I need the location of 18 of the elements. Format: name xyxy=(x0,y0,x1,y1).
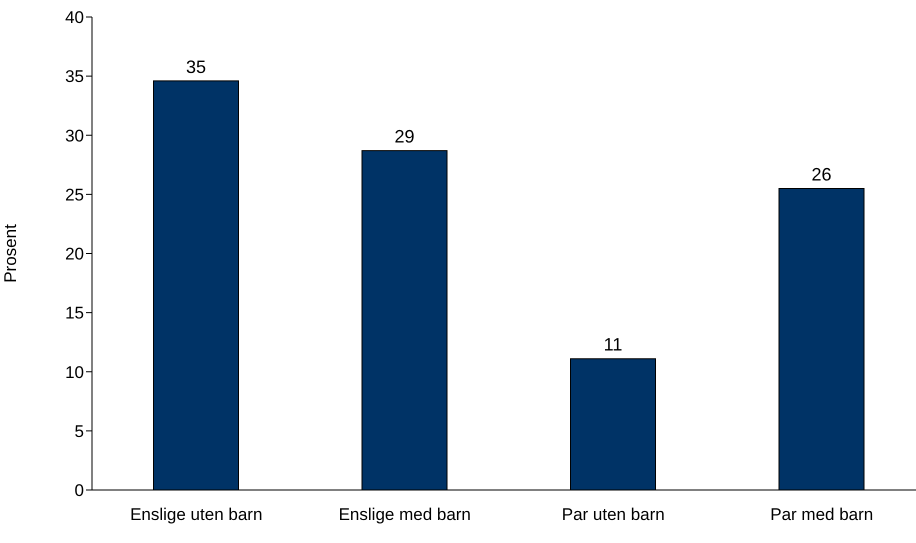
y-tick-label: 35 xyxy=(65,67,84,86)
y-tick-label: 40 xyxy=(65,8,84,28)
y-tick-label: 15 xyxy=(65,304,84,323)
x-tick-label: Par med barn xyxy=(770,505,874,524)
data-label: 35 xyxy=(186,56,206,77)
data-label: 29 xyxy=(394,126,415,147)
data-label: 11 xyxy=(604,334,622,355)
y-tick-label: 5 xyxy=(74,422,84,441)
y-tick-label: 25 xyxy=(65,185,84,204)
y-axis-title: Prosent xyxy=(1,224,20,283)
y-tick-label: 20 xyxy=(65,244,84,264)
x-tick-label: Enslige uten barn xyxy=(130,505,262,524)
data-label: 26 xyxy=(811,164,832,184)
y-tick-label: 10 xyxy=(65,362,84,382)
y-tick-label: 0 xyxy=(74,481,84,500)
y-tick-label: 30 xyxy=(65,126,84,146)
x-tick-label: Enslige med barn xyxy=(338,505,471,524)
x-tick-label: Par uten barn xyxy=(562,505,665,524)
